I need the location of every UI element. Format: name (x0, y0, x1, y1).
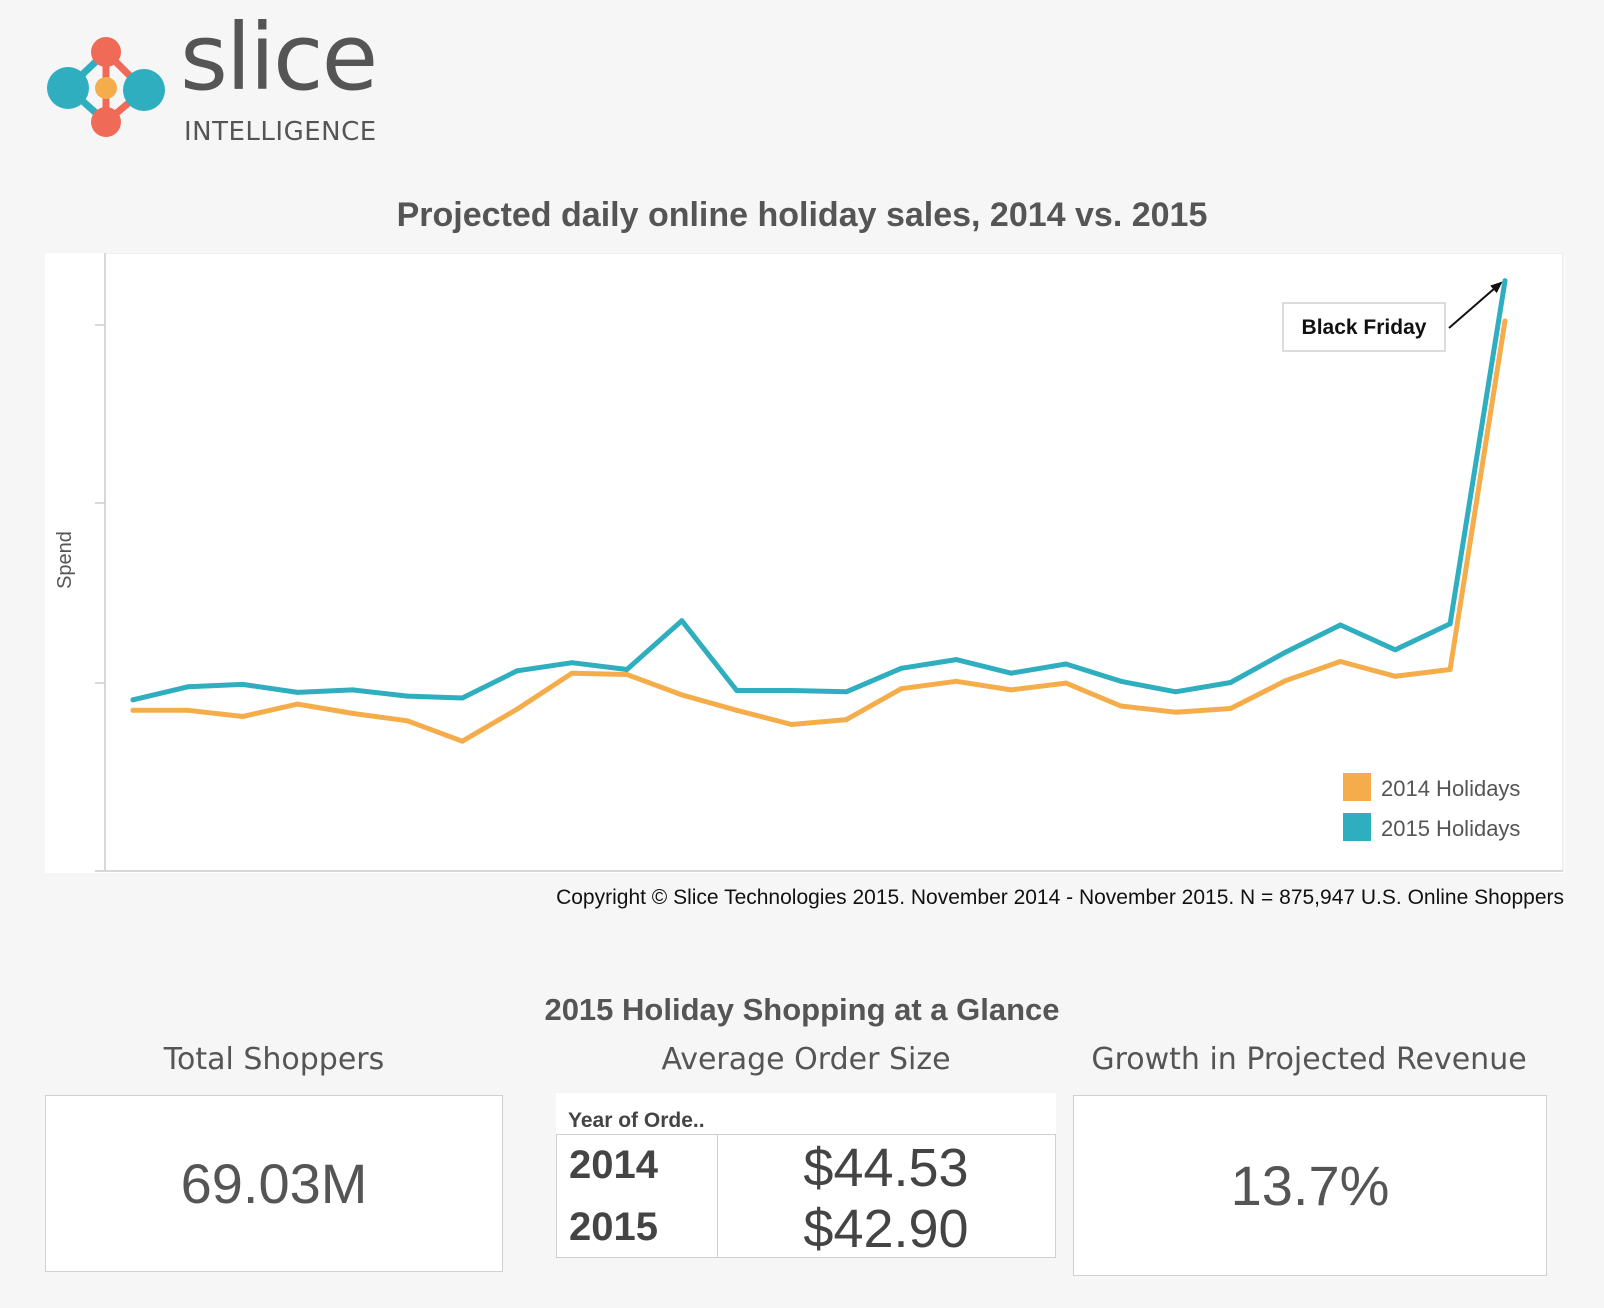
data-point-2014-holidays-12 (734, 707, 740, 713)
data-point-2015-holidays-8 (514, 668, 520, 674)
data-point-2015-holidays-13 (789, 688, 795, 694)
data-point-2015-holidays-24 (1392, 647, 1398, 653)
legend-swatch-2014 (1343, 773, 1371, 801)
data-point-2015-holidays-4 (295, 689, 301, 695)
data-point-2014-holidays-25 (1447, 667, 1453, 673)
black-friday-arrow (1448, 281, 1503, 329)
data-point-2014-holidays-13 (789, 722, 795, 728)
data-point-2015-holidays-20 (1173, 689, 1179, 695)
data-point-2014-holidays-17 (1008, 687, 1014, 693)
data-point-2014-holidays-24 (1392, 673, 1398, 679)
data-point-2015-holidays-1 (130, 697, 136, 703)
data-point-2014-holidays-15 (898, 686, 904, 692)
aov-value-2015: $42.90 (803, 1199, 969, 1259)
data-point-2015-holidays-15 (898, 665, 904, 671)
data-point-2015-holidays-25 (1447, 621, 1453, 627)
data-point-2015-holidays-11 (679, 618, 685, 624)
data-point-2015-holidays-12 (734, 688, 740, 694)
y-axis-label: Spend (54, 531, 76, 589)
data-point-2015-holidays-22 (1282, 649, 1288, 655)
data-point-2014-holidays-10 (624, 671, 630, 677)
total-shoppers-card: 69.03M (45, 1095, 503, 1272)
average-order-size-card: Year of Orde.. 2014 $44.53 2015 $42.90 (556, 1093, 1056, 1259)
data-point-2014-holidays-22 (1282, 678, 1288, 684)
data-point-2014-holidays-4 (295, 701, 301, 707)
data-point-2015-holidays-23 (1337, 622, 1343, 628)
year-column-header: Year of Orde.. (568, 1109, 705, 1132)
chart-panel: Spend Black Friday 2014 Holidays 2015 Ho… (45, 253, 1565, 873)
series-line-2015-holidays (130, 278, 1508, 703)
data-point-2015-holidays-3 (240, 681, 246, 687)
data-point-2014-holidays-16 (953, 678, 959, 684)
data-point-2015-holidays-6 (404, 693, 410, 699)
legend: 2014 Holidays 2015 Holidays (1343, 773, 1520, 841)
slice-logo: slice INTELLIGENCE (44, 12, 404, 152)
total-shoppers-heading: Total Shoppers (163, 1042, 385, 1077)
data-point-2014-holidays-20 (1173, 709, 1179, 715)
data-point-2015-holidays-21 (1228, 680, 1234, 686)
data-point-2015-holidays-17 (1008, 670, 1014, 676)
data-point-2015-holidays-5 (350, 687, 356, 693)
average-order-size-heading: Average Order Size (661, 1042, 951, 1077)
glance-title: 2015 Holiday Shopping at a Glance (544, 992, 1060, 1027)
data-point-2014-holidays-8 (514, 706, 520, 712)
data-point-2014-holidays-14 (843, 717, 849, 723)
data-point-2014-holidays-21 (1228, 705, 1234, 711)
total-shoppers-value: 69.03M (180, 1152, 368, 1215)
data-point-2014-holidays-11 (679, 692, 685, 698)
chart-title: Projected daily online holiday sales, 20… (396, 196, 1208, 234)
data-point-2014-holidays-1 (130, 707, 136, 713)
data-point-2014-holidays-18 (1063, 680, 1069, 686)
legend-swatch-2015 (1343, 813, 1371, 841)
data-point-2015-holidays-10 (624, 667, 630, 673)
growth-heading: Growth in Projected Revenue (1091, 1042, 1527, 1077)
line-chart: Spend Black Friday 2014 Holidays 2015 Ho… (54, 253, 1564, 872)
data-point-2015-holidays-18 (1063, 661, 1069, 667)
average-order-size-table: 2014 $44.53 2015 $42.90 (556, 1134, 1056, 1259)
data-point-2014-holidays-2 (185, 707, 191, 713)
series-line-2014-holidays (130, 318, 1508, 744)
data-point-2014-holidays-26 (1502, 318, 1508, 324)
logo-wordmark: slice (180, 4, 378, 111)
data-point-2014-holidays-3 (240, 714, 246, 719)
logo-subtitle: INTELLIGENCE (184, 117, 377, 147)
aov-year-2015: 2015 (569, 1205, 658, 1249)
data-point-2015-holidays-19 (1118, 678, 1124, 684)
data-point-2014-holidays-5 (350, 710, 356, 716)
data-point-2015-holidays-26 (1502, 278, 1508, 284)
black-friday-label: Black Friday (1302, 316, 1427, 339)
black-friday-callout (1282, 302, 1446, 352)
data-point-2015-holidays-16 (953, 657, 959, 663)
aov-year-2014: 2014 (569, 1143, 658, 1187)
growth-value: 13.7% (1230, 1154, 1390, 1217)
copyright-note: Copyright © Slice Technologies 2015. Nov… (556, 886, 1564, 909)
data-point-2015-holidays-7 (459, 695, 465, 701)
legend-label-2015: 2015 Holidays (1381, 816, 1520, 841)
data-point-2015-holidays-9 (569, 660, 575, 666)
table-divider (717, 1135, 718, 1257)
growth-card: 13.7% (1073, 1095, 1547, 1276)
aov-value-2014: $44.53 (803, 1138, 969, 1198)
molecule-logo-icon (47, 37, 165, 137)
data-point-2014-holidays-7 (459, 738, 465, 744)
data-point-2014-holidays-6 (404, 718, 410, 724)
data-point-2014-holidays-9 (569, 670, 575, 676)
data-point-2014-holidays-23 (1337, 658, 1343, 664)
data-point-2014-holidays-19 (1118, 703, 1124, 709)
data-points (130, 278, 1508, 744)
legend-label-2014: 2014 Holidays (1381, 776, 1520, 801)
data-point-2015-holidays-2 (185, 684, 191, 690)
data-point-2015-holidays-14 (843, 689, 849, 695)
